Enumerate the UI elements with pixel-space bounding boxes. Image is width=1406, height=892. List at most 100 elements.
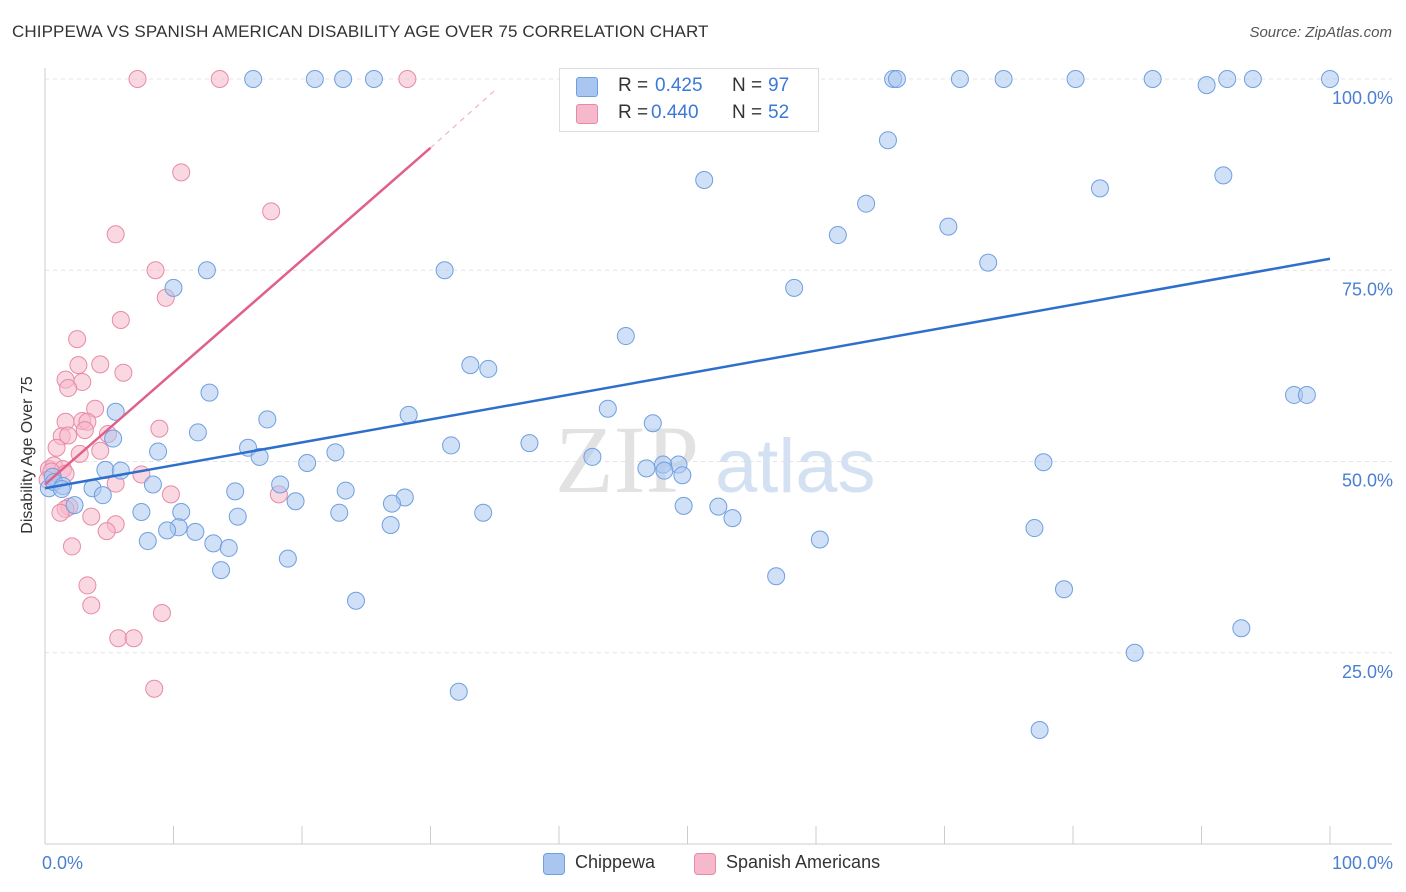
chippewa-point xyxy=(204,534,223,553)
chippewa-point xyxy=(474,503,493,522)
x-tick-label: 100.0% xyxy=(1332,853,1393,873)
spanish-americans-point xyxy=(97,522,116,541)
chippewa-point xyxy=(461,356,480,375)
chippewa-point xyxy=(767,567,786,586)
chippewa-point xyxy=(887,70,906,88)
chippewa-point xyxy=(1066,70,1085,88)
x-tick-label: 0.0% xyxy=(42,853,83,873)
chippewa-point xyxy=(334,70,353,88)
chippewa-point xyxy=(1125,643,1144,662)
chippewa-point xyxy=(381,515,400,534)
chippewa-point xyxy=(637,459,656,478)
chart-title: CHIPPEWA VS SPANISH AMERICAN DISABILITY … xyxy=(12,22,709,41)
chippewa-point xyxy=(695,170,714,189)
chippewa-point xyxy=(479,359,498,378)
chippewa-point xyxy=(138,532,157,551)
spanish-americans-point xyxy=(106,225,125,244)
chippewa-point xyxy=(164,278,183,297)
chippewa-point xyxy=(278,549,297,568)
spanish-americans-point xyxy=(75,421,94,440)
chippewa-point xyxy=(994,70,1013,88)
spanish-americans-trend-extension xyxy=(430,90,496,149)
spanish-americans-point xyxy=(146,261,165,280)
chippewa-point xyxy=(950,70,969,88)
legend-r-label: R = xyxy=(618,102,649,123)
axes xyxy=(44,68,1392,845)
y-tick-label: 100.0% xyxy=(1332,88,1393,108)
chippewa-point xyxy=(709,497,728,516)
chippewa-point xyxy=(346,591,365,610)
y-tick-label: 25.0% xyxy=(1342,662,1393,682)
spanish-americans-point xyxy=(82,507,101,526)
chippewa-point xyxy=(520,434,539,453)
chippewa-point xyxy=(1143,70,1162,88)
trend-lines xyxy=(44,90,1331,490)
spanish-americans-point xyxy=(47,438,66,457)
spanish-americans-point xyxy=(161,485,180,504)
chippewa-point xyxy=(258,410,277,429)
spanish-americans-point xyxy=(69,356,88,375)
chippewa-point xyxy=(197,261,216,280)
chippewa-point xyxy=(810,530,829,549)
spanish-americans-point xyxy=(172,163,191,182)
chippewa-point xyxy=(212,561,231,580)
source-note: Source: ZipAtlas.com xyxy=(1249,24,1392,41)
legend-r-value: 0.440 xyxy=(651,102,699,123)
spanish-americans-point xyxy=(124,629,143,648)
chippewa-point xyxy=(200,383,219,402)
spanish-americans-point xyxy=(128,70,147,88)
chippewa-point xyxy=(219,538,238,557)
chippewa-point xyxy=(158,521,177,540)
watermark: ZIP atlas xyxy=(555,406,876,513)
chippewa-point xyxy=(286,492,305,511)
legend-swatch-blue xyxy=(576,77,598,97)
chippewa-points xyxy=(39,70,1339,740)
chippewa-point xyxy=(65,496,84,515)
spanish-americans-point xyxy=(114,363,133,382)
legend-n-label: N = xyxy=(732,75,763,96)
chippewa-point xyxy=(1232,619,1251,638)
spanish-americans-point xyxy=(145,679,164,698)
legend-r-value: 0.425 xyxy=(655,75,703,96)
chippewa-point xyxy=(449,682,468,701)
chippewa-point xyxy=(1030,721,1049,740)
legend-r-label: R = xyxy=(618,75,649,96)
chippewa-point xyxy=(616,327,635,346)
chippewa-point xyxy=(1243,70,1262,88)
chippewa-point xyxy=(1090,179,1109,198)
chippewa-point xyxy=(674,496,693,515)
grid xyxy=(45,78,1392,654)
chippewa-point xyxy=(330,503,349,522)
spanish-americans-point xyxy=(111,310,130,329)
spanish-americans-point xyxy=(152,603,171,622)
chippewa-point xyxy=(305,70,324,88)
chippewa-point xyxy=(244,70,263,88)
spanish-americans-point xyxy=(82,596,101,615)
chippewa-point xyxy=(939,217,958,236)
chippewa-point xyxy=(598,399,617,418)
spanish-americans-point xyxy=(91,355,110,374)
chippewa-point xyxy=(1034,453,1053,472)
chippewa-point xyxy=(188,423,207,442)
tick-labels: 25.0% 50.0% 75.0% 100.0% 0.0% 100.0% xyxy=(42,88,1393,873)
spanish-americans-point xyxy=(78,576,97,595)
legend-label: Spanish Americans xyxy=(726,852,881,872)
chippewa-point xyxy=(228,507,247,526)
chippewa-point xyxy=(1218,70,1237,88)
chippewa-point xyxy=(336,481,355,500)
spanish-americans-point xyxy=(68,330,87,349)
spanish-americans-point xyxy=(62,537,81,556)
chippewa-point xyxy=(442,436,461,455)
chippewa-point xyxy=(878,131,897,150)
chippewa-trend-line xyxy=(44,257,1331,490)
legend-n-value: 52 xyxy=(768,102,790,123)
chippewa-point xyxy=(298,454,317,473)
chippewa-point xyxy=(655,461,674,480)
correlation-legend: R = 0.425 N = 97 R = 0.440 N = 52 xyxy=(559,68,819,132)
chippewa-point xyxy=(1214,166,1233,185)
chippewa-point xyxy=(271,475,290,494)
spanish-americans-point xyxy=(210,70,229,88)
chippewa-point xyxy=(673,466,692,485)
chippewa-point xyxy=(857,194,876,213)
